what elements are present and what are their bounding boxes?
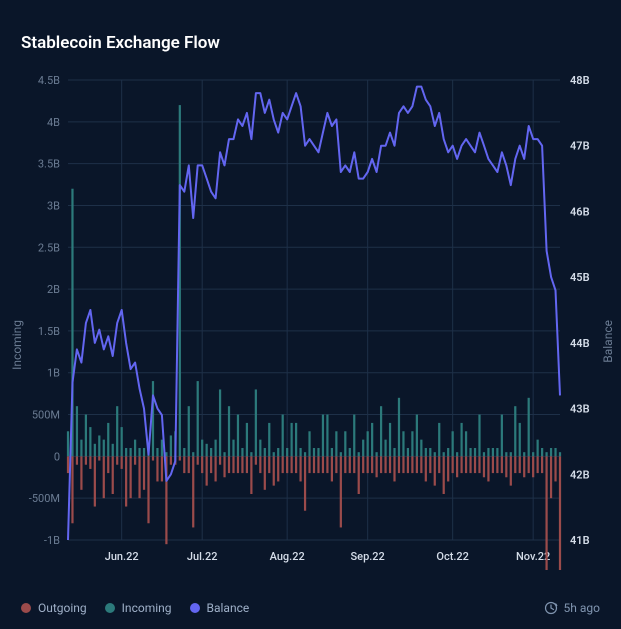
svg-text:500M: 500M: [32, 409, 60, 422]
chart-footer: Outgoing Incoming Balance 5h ago: [21, 601, 600, 615]
legend-incoming: Incoming: [105, 601, 172, 615]
svg-text:Nov.22: Nov.22: [516, 550, 550, 563]
legend-incoming-label: Incoming: [122, 601, 172, 615]
legend-balance-dot: [190, 603, 200, 613]
legend-balance: Balance: [190, 601, 250, 615]
svg-text:Oct.22: Oct.22: [436, 550, 469, 563]
svg-text:1B: 1B: [47, 367, 60, 380]
svg-text:46B: 46B: [570, 205, 590, 218]
legend-incoming-dot: [105, 603, 115, 613]
svg-text:0: 0: [54, 450, 60, 463]
right-axis-label: Balance: [601, 320, 615, 363]
svg-text:41B: 41B: [570, 534, 590, 547]
svg-text:2B: 2B: [47, 283, 60, 296]
left-axis-label: Incoming: [10, 320, 24, 370]
legend-outgoing: Outgoing: [21, 601, 87, 615]
svg-text:Aug.22: Aug.22: [270, 550, 305, 563]
svg-text:2.5B: 2.5B: [38, 241, 60, 254]
svg-text:44B: 44B: [570, 337, 590, 350]
timestamp-label: 5h ago: [564, 601, 600, 615]
svg-text:1.5B: 1.5B: [38, 325, 60, 338]
svg-text:48B: 48B: [570, 74, 590, 87]
legend-outgoing-label: Outgoing: [38, 601, 87, 615]
svg-text:Jun.22: Jun.22: [105, 550, 139, 563]
svg-text:47B: 47B: [570, 140, 590, 153]
chart-title: Stablecoin Exchange Flow: [21, 33, 220, 53]
svg-text:Sep.22: Sep.22: [351, 550, 385, 563]
legend-outgoing-dot: [21, 603, 31, 613]
svg-text:Jul.22: Jul.22: [187, 550, 218, 563]
svg-text:-500M: -500M: [29, 492, 60, 505]
clock-icon: [544, 601, 558, 615]
chart-svg: -1B -500M 0 500M 1B 1.5B 2B 2.5B 3B 3.5B 4B 4.5B 41B…: [0, 70, 621, 570]
svg-text:3B: 3B: [47, 199, 60, 212]
svg-text:42B: 42B: [570, 468, 590, 481]
svg-text:43B: 43B: [570, 403, 590, 416]
svg-text:-1B: -1B: [44, 534, 60, 547]
legend-balance-label: Balance: [207, 601, 250, 615]
svg-text:4B: 4B: [47, 116, 60, 129]
svg-text:45B: 45B: [570, 271, 590, 284]
svg-text:3.5B: 3.5B: [38, 158, 60, 171]
timestamp: 5h ago: [544, 601, 600, 615]
chart-area: Incoming Balance -1B -500M 0 500M 1B 1.5B 2B 2.…: [0, 70, 621, 570]
svg-text:4.5B: 4.5B: [38, 74, 60, 87]
